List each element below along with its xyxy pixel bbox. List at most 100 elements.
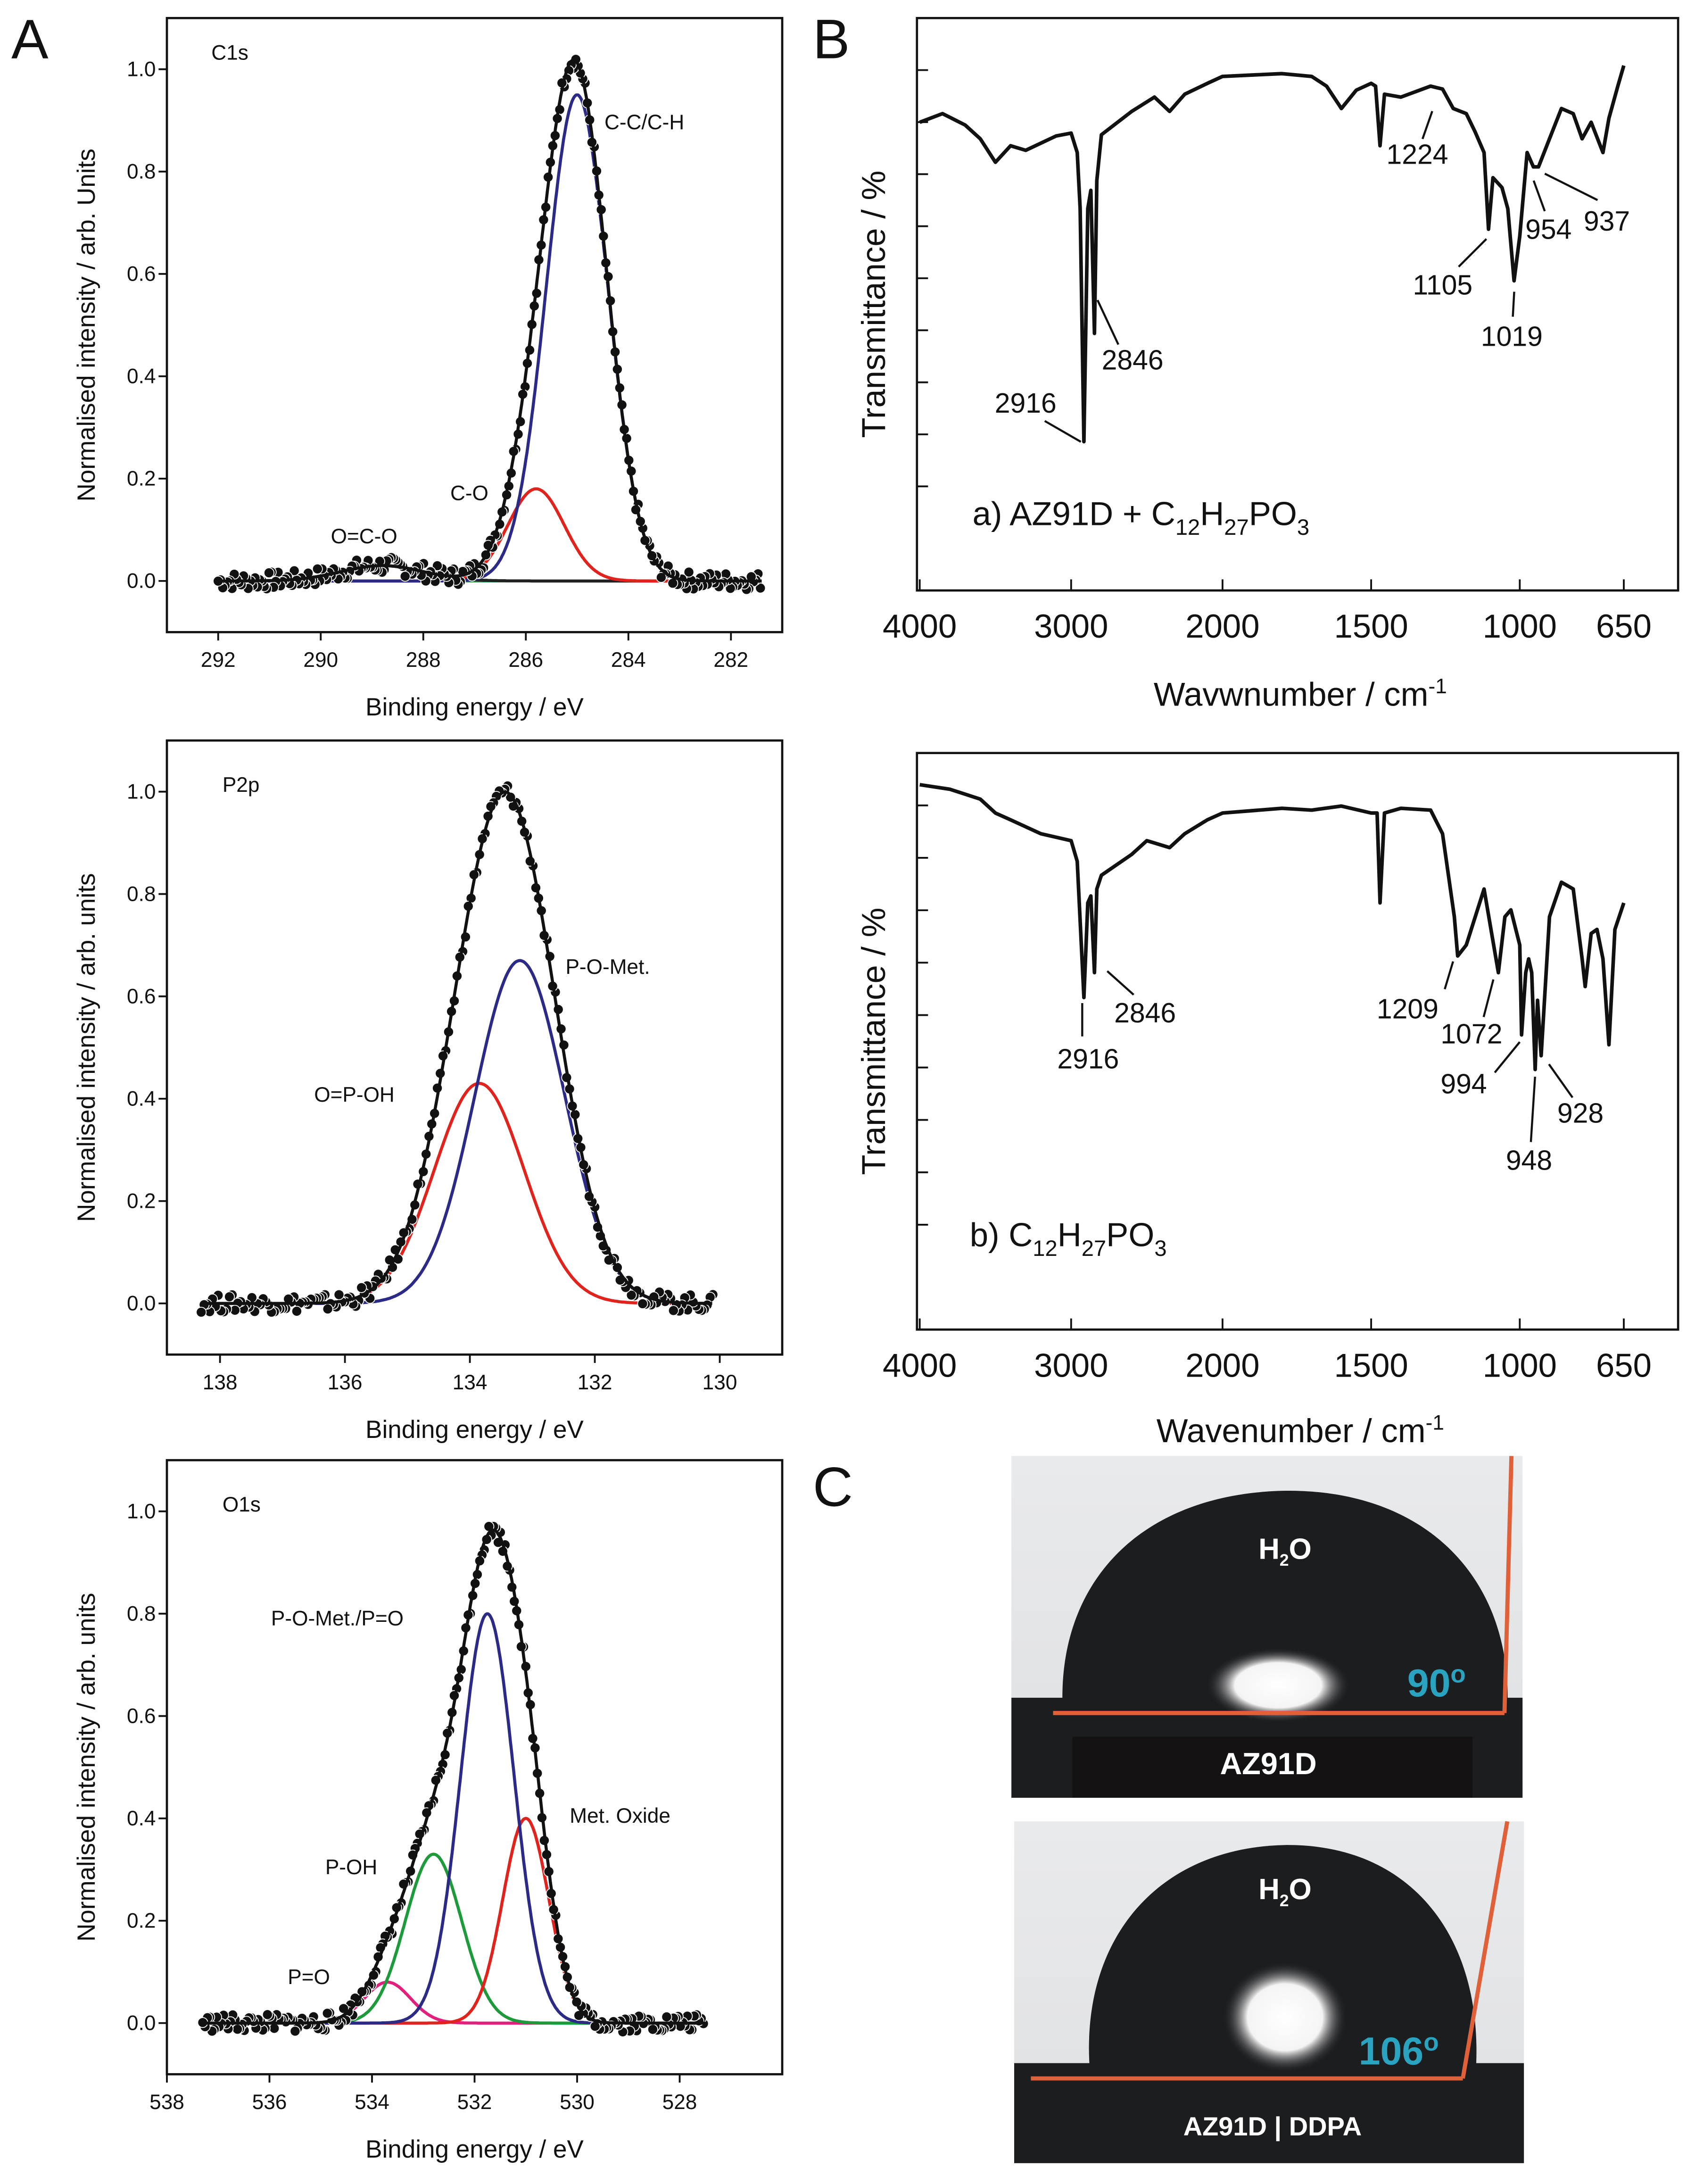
y-tick-label: 0.8	[127, 882, 156, 905]
x-tick-label: 2000	[1185, 607, 1259, 645]
annotation-leader	[1482, 979, 1495, 1017]
y-tick-label: 0.0	[127, 570, 156, 593]
x-tick-label: 4000	[883, 1346, 957, 1384]
contact-angle-value: 90o	[1407, 1661, 1466, 1705]
peak-annotation: 1209	[1377, 994, 1439, 1024]
spectrum-line	[919, 783, 1626, 1071]
spectrum-legend: b) C12H27PO3	[970, 1216, 1167, 1261]
x-axis-label: Binding energy / eV	[365, 2135, 584, 2163]
component-peak-line	[202, 1852, 705, 2025]
x-tick-label: 1000	[1483, 1346, 1557, 1384]
y-axis-label: Normalised intensity / arb. Units	[73, 149, 100, 501]
x-tick-label: 650	[1596, 1346, 1652, 1384]
y-tick-label: 0.0	[127, 1292, 156, 1315]
data-point	[637, 1298, 648, 1309]
data-point	[322, 1304, 333, 1315]
y-tick-label: 1.0	[127, 58, 156, 81]
y-tick-label: 0.4	[127, 365, 156, 388]
x-tick-label: 536	[252, 2091, 287, 2114]
x-tick-label: 532	[457, 2091, 492, 2114]
x-tick-label: 3000	[1034, 607, 1108, 645]
water-droplet	[1089, 1845, 1477, 2079]
annotation-leader	[1512, 291, 1515, 317]
data-point	[224, 1291, 235, 1303]
panel-title: C1s	[211, 42, 248, 65]
x-tick-label: 292	[201, 648, 236, 672]
y-tick-label: 0.4	[127, 1807, 156, 1830]
peak-label: P=O	[288, 1966, 330, 1989]
peak-annotation: 1072	[1440, 1019, 1502, 1049]
x-tick-label: 1500	[1334, 607, 1408, 645]
peak-label: C-O	[450, 482, 488, 505]
annotation-leader	[1494, 1041, 1521, 1073]
x-axis-label: Wavwnumber / cm-1	[1154, 675, 1447, 713]
data-point	[289, 2026, 301, 2037]
x-tick-label: 282	[713, 648, 748, 672]
y-axis-label: Transmittance / %	[855, 171, 892, 438]
annotation-leader	[1044, 420, 1082, 443]
y-tick-label: 0.6	[127, 1704, 156, 1727]
y-axis-label: Normalised intensity / arb. units	[73, 1593, 100, 1942]
panel-title: O1s	[223, 1493, 261, 1516]
data-point	[269, 2023, 280, 2034]
x-tick-label: 288	[406, 648, 441, 672]
x-tick-label: 534	[355, 2091, 389, 2114]
data-point	[262, 2009, 273, 2020]
data-point	[289, 565, 300, 576]
data-point	[655, 572, 667, 583]
y-axis-label: Normalised intensity / arb. units	[73, 873, 100, 1222]
x-tick-label: 530	[560, 2091, 595, 2114]
peak-annotation: 1224	[1387, 140, 1448, 170]
peak-annotation: 994	[1440, 1069, 1487, 1099]
y-tick-label: 0.0	[127, 2011, 156, 2035]
plot-frame	[916, 752, 1679, 1331]
data-point	[264, 567, 275, 579]
data-point	[683, 566, 695, 578]
peak-label: Met. Oxide	[570, 1804, 670, 1827]
data-point	[196, 1306, 207, 1318]
annotation-leader	[1548, 1063, 1574, 1098]
x-tick-label: 290	[303, 648, 338, 672]
annotation-leader	[1530, 1076, 1536, 1142]
ftir-spectrum-a: Transmittance / % 650 1000 1500 2000 3000 4000…	[855, 17, 1679, 713]
x-tick-label: 138	[203, 1371, 238, 1394]
plot-frame	[165, 17, 784, 633]
ftir-spectrum-b: Transmittance / % 650 1000 1500 2000 3000 4000…	[855, 752, 1679, 1449]
annotation-leader	[1106, 970, 1134, 996]
annotation-leader	[1422, 110, 1433, 140]
peak-label: P-O-Met.	[565, 955, 650, 979]
component-peak-line	[201, 1081, 712, 1305]
x-tick-label: 1000	[1483, 607, 1557, 645]
annotation-leader	[1458, 238, 1488, 268]
panel-title: P2p	[223, 773, 260, 797]
liquid-label: H2O	[1258, 1533, 1311, 1569]
tangent-line	[1502, 1456, 1514, 1713]
droplet-highlight	[1206, 1647, 1350, 1723]
data-point	[356, 1282, 367, 1293]
liquid-label: H2O	[1258, 1873, 1311, 1910]
data-point	[399, 571, 411, 582]
x-axis-label: Wavenumber / cm-1	[1157, 1411, 1444, 1449]
peak-label: O=P-OH	[314, 1083, 395, 1106]
envelope-fit-line	[218, 58, 762, 583]
peak-annotation: 2846	[1102, 345, 1164, 376]
peak-annotation: 2916	[1057, 1044, 1119, 1074]
plot-frame	[916, 17, 1679, 592]
panel-letter-a: A	[11, 8, 49, 70]
y-tick-label: 1.0	[127, 1500, 156, 1523]
envelope-fit-line	[202, 1528, 705, 2025]
y-tick-label: 1.0	[127, 780, 156, 803]
data-point	[333, 1289, 345, 1300]
x-tick-label: 650	[1596, 607, 1652, 645]
peak-label: C-C/C-H	[604, 111, 684, 134]
x-tick-label: 3000	[1034, 1346, 1108, 1384]
data-point	[291, 1305, 302, 1317]
x-tick-label: 4000	[883, 607, 957, 645]
spectrum-line	[919, 65, 1626, 444]
water-droplet	[1062, 1490, 1508, 1712]
peak-label: P-O-Met./P=O	[271, 1607, 404, 1630]
substrate-label: AZ91D | DDPA	[1183, 2111, 1362, 2142]
x-tick-label: 284	[611, 648, 646, 672]
y-tick-label: 0.2	[127, 1189, 156, 1212]
x-tick-label: 538	[149, 2091, 184, 2114]
